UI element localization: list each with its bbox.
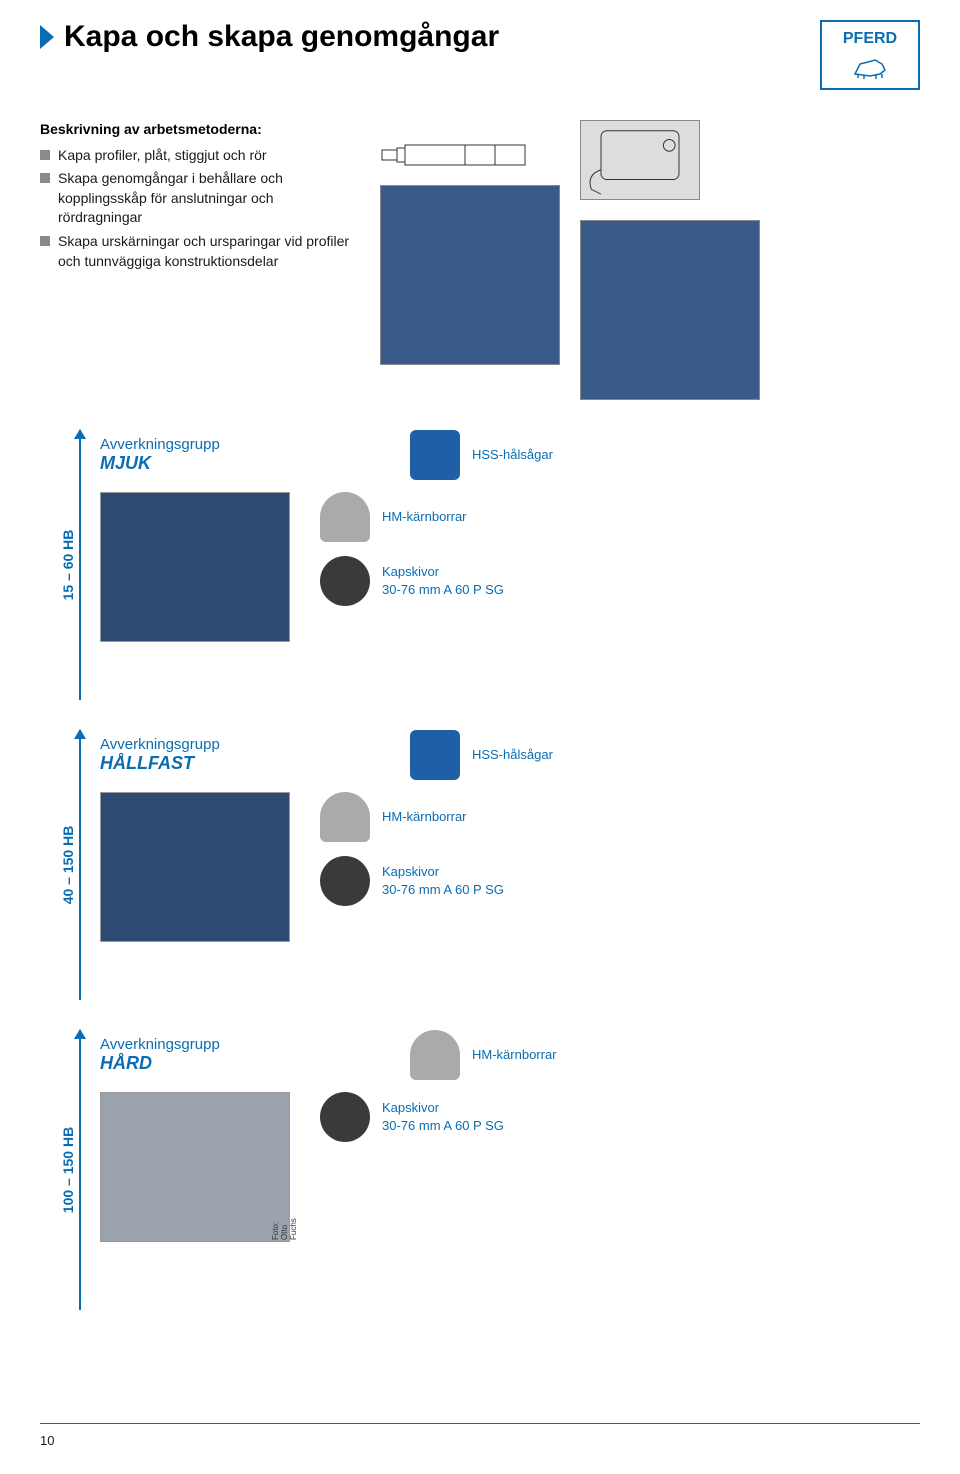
group-title: Avverkningsgrupp HÅLLFAST: [100, 736, 380, 774]
product-label: HM-kärnborrar: [382, 808, 467, 826]
intro-row: Beskrivning av arbetsmetoderna: Kapa pro…: [40, 120, 920, 400]
title-wrap: Kapa och skapa genomgångar: [40, 20, 499, 54]
description-box: Beskrivning av arbetsmetoderna: Kapa pro…: [40, 120, 360, 400]
square-bullet-icon: [40, 150, 50, 160]
product-label: HSS-hålsågar: [472, 446, 553, 464]
core-drill-icon: [410, 1030, 460, 1080]
group-label: Avverkningsgrupp: [100, 736, 380, 753]
tool-line-illustration: [380, 130, 530, 180]
hardness-scale: 100 – 150 HB: [70, 1030, 90, 1310]
product-item: Kapskivor 30-76 mm A 60 P SG: [320, 556, 504, 606]
product-item: Kapskivor 30-76 mm A 60 P SG: [320, 1092, 504, 1142]
product-item: HM-kärnborrar: [320, 492, 504, 542]
product-label: Kapskivor 30-76 mm A 60 P SG: [382, 1099, 504, 1134]
scale-label: 15 – 60 HB: [60, 530, 76, 601]
arrow-up-icon: [79, 730, 81, 1000]
product-item: HM-kärnborrar: [410, 1030, 557, 1080]
cut-disc-icon: [320, 856, 370, 906]
holesaw-icon: [410, 730, 460, 780]
brand-name: PFERD: [843, 30, 897, 48]
scale-label: 100 – 150 HB: [60, 1127, 76, 1213]
tool-illustration-column: [380, 120, 560, 400]
group-label: Avverkningsgrupp: [100, 1036, 380, 1053]
arrow-up-icon: [79, 430, 81, 700]
group-header: Avverkningsgrupp HÅLLFAST HSS-hålsågar: [100, 730, 920, 780]
product-label: HSS-hålsågar: [472, 746, 553, 764]
product-list: Kapskivor 30-76 mm A 60 P SG: [320, 1092, 504, 1142]
photo-credit: Foto: Otto Fuchs: [271, 1218, 298, 1240]
product-item: Kapskivor 30-76 mm A 60 P SG: [320, 856, 504, 906]
product-label: HM-kärnborrar: [472, 1046, 557, 1064]
description-heading: Beskrivning av arbetsmetoderna:: [40, 120, 360, 140]
product-item: HSS-hålsågar: [410, 730, 553, 780]
product-item: HM-kärnborrar: [320, 792, 504, 842]
page-header: Kapa och skapa genomgångar PFERD: [40, 20, 920, 90]
cut-disc-icon: [320, 1092, 370, 1142]
description-item: Skapa urskärningar och ursparingar vid p…: [40, 232, 360, 271]
description-text: Skapa genomgångar i behållare och koppli…: [58, 169, 360, 228]
scale-label: 40 – 150 HB: [60, 826, 76, 905]
page-title: Kapa och skapa genomgångar: [64, 20, 499, 54]
horse-icon: [850, 52, 890, 80]
group-name: HÅLLFAST: [100, 753, 380, 774]
description-list: Kapa profiler, plåt, stiggjut och rör Sk…: [40, 146, 360, 272]
description-text: Skapa urskärningar och ursparingar vid p…: [58, 232, 360, 271]
group-body: Foto: Otto Fuchs Kapskivor 30-76 mm A 60…: [100, 1092, 920, 1242]
cut-disc-icon: [320, 556, 370, 606]
hardness-scale: 15 – 60 HB: [70, 430, 90, 700]
machine-line-illustration: [580, 120, 700, 200]
group-name: HÅRD: [100, 1053, 380, 1074]
product-label: HM-kärnborrar: [382, 508, 467, 526]
material-photo: [100, 492, 290, 642]
photo-wrap: Foto: Otto Fuchs: [100, 1092, 290, 1242]
page-number: 10: [40, 1433, 54, 1448]
group-title: Avverkningsgrupp MJUK: [100, 436, 380, 474]
product-label: Kapskivor 30-76 mm A 60 P SG: [382, 563, 504, 598]
holesaw-icon: [410, 430, 460, 480]
description-item: Skapa genomgångar i behållare och koppli…: [40, 169, 360, 228]
product-list: HM-kärnborrar Kapskivor 30-76 mm A 60 P …: [320, 792, 504, 906]
core-drill-icon: [320, 792, 370, 842]
square-bullet-icon: [40, 236, 50, 246]
group-header: Avverkningsgrupp MJUK HSS-hålsågar: [100, 430, 920, 480]
brand-logo: PFERD: [820, 20, 920, 90]
product-list: HM-kärnborrar Kapskivor 30-76 mm A 60 P …: [320, 492, 504, 606]
photo-stack: [580, 120, 760, 400]
group-body: HM-kärnborrar Kapskivor 30-76 mm A 60 P …: [100, 492, 920, 642]
group-title: Avverkningsgrupp HÅRD: [100, 1036, 380, 1074]
product-label: Kapskivor 30-76 mm A 60 P SG: [382, 863, 504, 898]
product-item: HSS-hålsågar: [410, 430, 553, 480]
context-photo: [580, 220, 760, 400]
footer-rule: [40, 1423, 920, 1424]
material-photo: [100, 1092, 290, 1242]
group-label: Avverkningsgrupp: [100, 436, 380, 453]
group-header: Avverkningsgrupp HÅRD HM-kärnborrar: [100, 1030, 920, 1080]
chevron-right-icon: [40, 25, 54, 49]
group-section-mjuk: 15 – 60 HB Avverkningsgrupp MJUK HSS-hål…: [40, 430, 920, 700]
arrow-up-icon: [79, 1030, 81, 1310]
group-section-hard: 100 – 150 HB Avverkningsgrupp HÅRD HM-kä…: [40, 1030, 920, 1310]
square-bullet-icon: [40, 173, 50, 183]
core-drill-icon: [320, 492, 370, 542]
material-photo: [100, 792, 290, 942]
description-text: Kapa profiler, plåt, stiggjut och rör: [58, 146, 267, 166]
group-section-hallfast: 40 – 150 HB Avverkningsgrupp HÅLLFAST HS…: [40, 730, 920, 1000]
context-photo: [380, 185, 560, 365]
hardness-scale: 40 – 150 HB: [70, 730, 90, 1000]
group-body: HM-kärnborrar Kapskivor 30-76 mm A 60 P …: [100, 792, 920, 942]
group-name: MJUK: [100, 453, 380, 474]
description-item: Kapa profiler, plåt, stiggjut och rör: [40, 146, 360, 166]
